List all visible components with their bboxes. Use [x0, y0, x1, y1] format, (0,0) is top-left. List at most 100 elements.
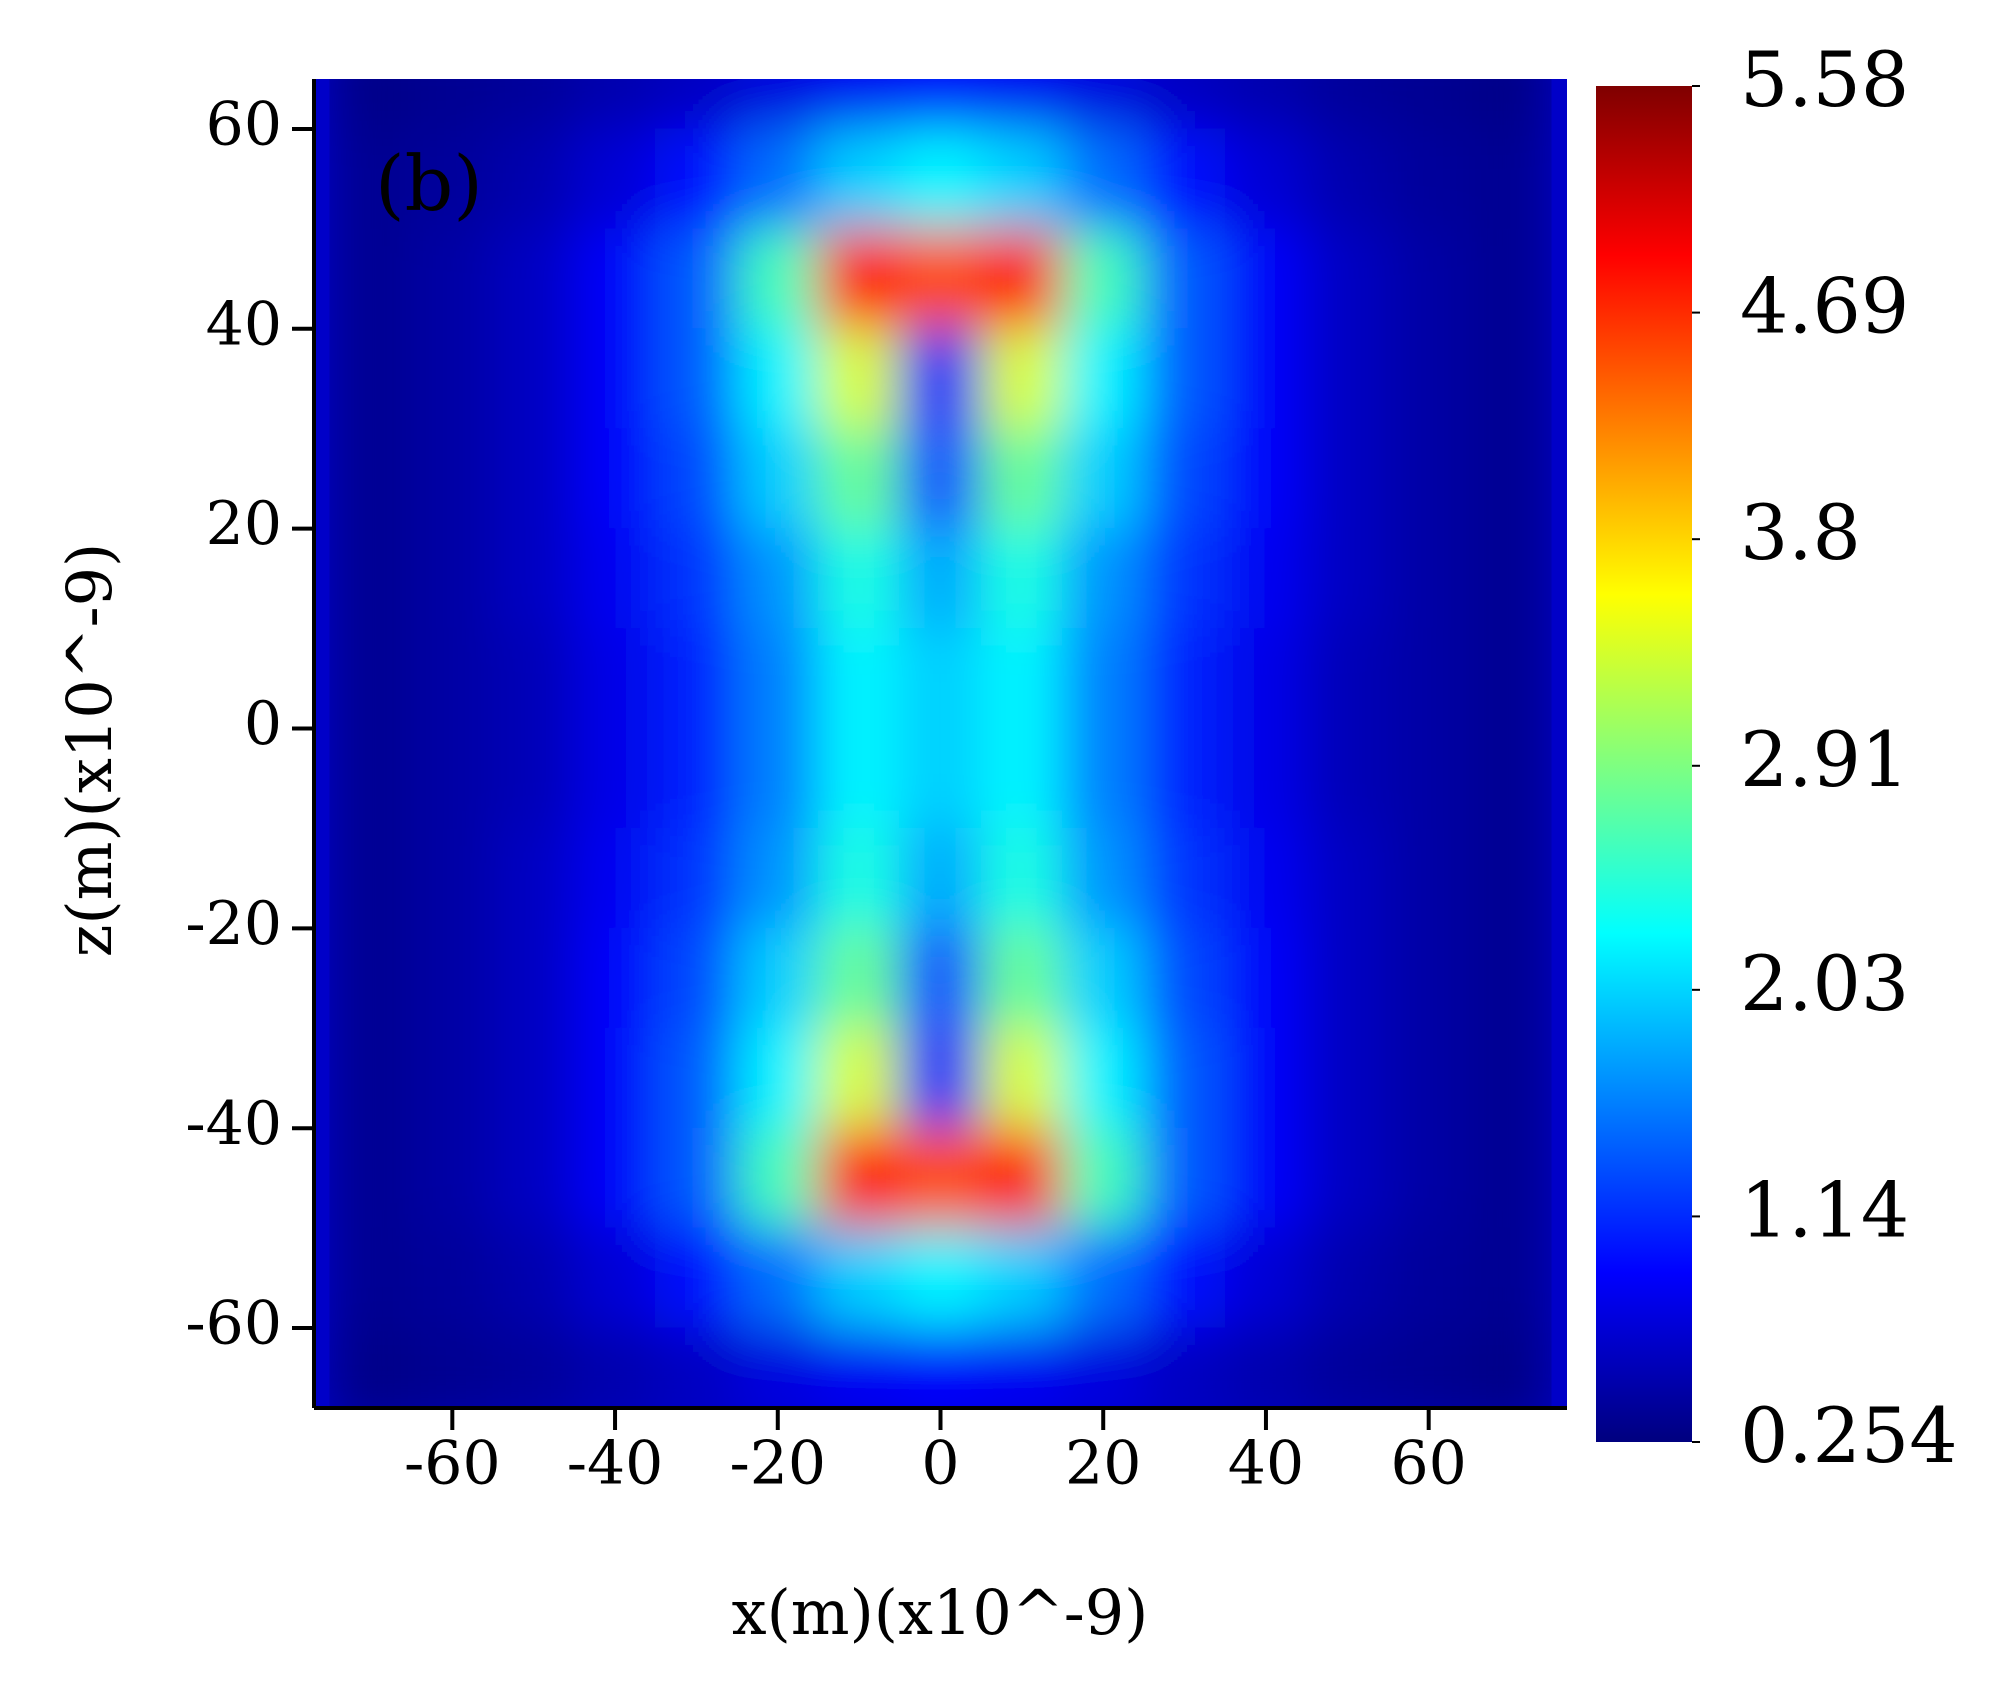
heatmap-cell [655, 128, 738, 230]
heatmap-cell [573, 228, 657, 330]
y-tick-label: -20 [185, 889, 282, 959]
heatmap [329, 79, 1552, 1408]
heatmap-cell [411, 228, 494, 330]
heatmap-cell [655, 1227, 738, 1329]
axes: -60 -40 -20 0 20 40 60 -60 -40 -20 0 20 40 60 0.254 1.1… [185, 35, 1957, 1499]
heatmap-cell [1468, 228, 1552, 330]
heatmap-cell [1062, 1327, 1145, 1408]
heatmap-cell [329, 1327, 413, 1408]
colorbar-tick-label: 4.69 [1740, 262, 1909, 351]
heatmap-cell [980, 328, 1064, 430]
heatmap-cell [492, 1327, 575, 1408]
heatmap-cell [899, 228, 982, 330]
heatmap-cell [1387, 728, 1470, 829]
y-tick-label: 40 [206, 289, 282, 359]
heatmap-cell [492, 1127, 575, 1229]
heatmap-cell [899, 628, 982, 730]
heatmap-cell [1224, 927, 1308, 1029]
heatmap-cell [573, 528, 657, 630]
heatmap-cell [411, 128, 494, 230]
heatmap-cell [1062, 827, 1145, 929]
heatmap-cell [329, 428, 413, 530]
heatmap-cell [1143, 628, 1226, 730]
heatmap-cell [411, 827, 494, 929]
heatmap-cell [1306, 79, 1389, 130]
heatmap-cell [1306, 228, 1389, 330]
heatmap-cell [1306, 1327, 1389, 1408]
heatmap-cell [1387, 528, 1470, 630]
heatmap-cell [736, 1027, 819, 1129]
heatmap-cell [817, 1127, 901, 1229]
heatmap-cell [1224, 79, 1308, 130]
heatmap-cell [1143, 728, 1226, 829]
heatmap-cell [736, 328, 819, 430]
heatmap-cell [492, 328, 575, 430]
heatmap-cell [329, 728, 413, 829]
heatmap-cell [411, 428, 494, 530]
heatmap-cell [899, 1127, 982, 1229]
heatmap-cell [1224, 1227, 1308, 1329]
heatmap-cell [1468, 528, 1552, 630]
heatmap-cell [1224, 1327, 1308, 1408]
heatmap-cell [899, 827, 982, 929]
heatmap-cell [817, 628, 901, 730]
heatmap-cell [1062, 528, 1145, 630]
heatmap-cell [1143, 1127, 1226, 1229]
y-tick-label: -60 [185, 1289, 282, 1359]
heatmap-cell [1468, 1327, 1552, 1408]
heatmap-cell [329, 1027, 413, 1129]
heatmap-cell [1224, 428, 1308, 530]
heatmap-cell [492, 1027, 575, 1129]
x-tick-label: -20 [729, 1429, 826, 1499]
heatmap-cell [655, 79, 738, 130]
heatmap-cell [655, 728, 738, 829]
heatmap-cell [573, 827, 657, 929]
heatmap-cell [411, 1227, 494, 1329]
heatmap-cell [736, 1127, 819, 1229]
heatmap-cell [980, 927, 1064, 1029]
heatmap-cell [573, 1327, 657, 1408]
heatmap-cell [736, 628, 819, 730]
heatmap-cell [1062, 728, 1145, 829]
heatmap-cell [817, 79, 901, 130]
heatmap-cell [1062, 428, 1145, 530]
heatmap-cell [1224, 1027, 1308, 1129]
heatmap-cell [411, 79, 494, 130]
heatmap-cell [655, 628, 738, 730]
heatmap-cell [492, 128, 575, 230]
heatmap-cell [1468, 927, 1552, 1029]
heatmap-cell [329, 79, 413, 130]
x-tick-label: 20 [1065, 1429, 1141, 1499]
colorbar-tick-label: 1.14 [1740, 1165, 1909, 1254]
heatmap-cell [573, 1027, 657, 1129]
heatmap-cell [736, 728, 819, 829]
heatmap-cell [329, 927, 413, 1029]
heatmap-cell [980, 228, 1064, 330]
heatmap-cell [1143, 927, 1226, 1029]
heatmap-cell [1143, 1227, 1226, 1329]
heatmap-cell [817, 428, 901, 530]
heatmap-cell [573, 1227, 657, 1329]
heatmap-cell [492, 927, 575, 1029]
heatmap-cell [1387, 927, 1470, 1029]
heatmap-cell [899, 128, 982, 230]
heatmap-cell [411, 528, 494, 630]
heatmap-cell [980, 628, 1064, 730]
heatmap-cell [736, 1327, 819, 1408]
heatmap-cell [817, 328, 901, 430]
heatmap-cell [1387, 228, 1470, 330]
heatmap-cell [1387, 1127, 1470, 1229]
heatmap-cell [1062, 628, 1145, 730]
heatmap-cell [899, 328, 982, 430]
heatmap-cell [655, 927, 738, 1029]
heatmap-cell [980, 1227, 1064, 1329]
heatmap-cell [1306, 1127, 1389, 1229]
heatmap-cell [1062, 128, 1145, 230]
heatmap-cell [1306, 428, 1389, 530]
panel-label: (b) [375, 139, 483, 228]
heatmap-cell [655, 328, 738, 430]
heatmap-cell [329, 827, 413, 929]
colorbar-tick-label: 5.58 [1740, 35, 1909, 124]
heatmap-cell [736, 528, 819, 630]
heatmap-cell [817, 1227, 901, 1329]
